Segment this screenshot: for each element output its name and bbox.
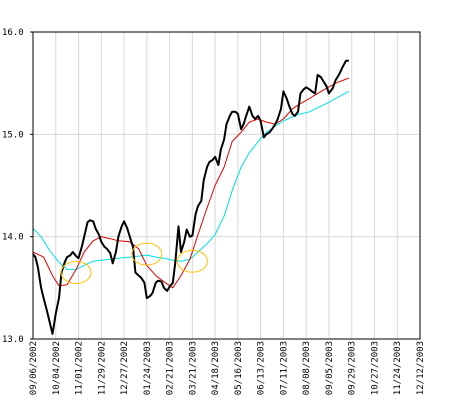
x-axis-labels: 09/06/2002 10/04/2002 11/01/2002 11/29/2002… xyxy=(29,341,426,395)
highlight-ellipse xyxy=(176,249,208,273)
x-tick-label: 12/12/2003 xyxy=(416,341,426,395)
x-tick-label: 09/06/2002 xyxy=(29,341,39,395)
x-tick-label: 06/13/2003 xyxy=(257,341,267,395)
highlight-ellipse xyxy=(60,260,92,284)
axes-frame xyxy=(30,31,421,340)
x-tick-label: 03/21/2003 xyxy=(188,341,198,395)
y-axis-labels: 13.0 14.0 15.0 16.0 xyxy=(2,28,24,345)
grid xyxy=(32,31,421,340)
y-tick-label: 13.0 xyxy=(2,335,24,345)
x-tick-label: 10/27/2003 xyxy=(370,341,380,395)
ma-long-series-line xyxy=(32,90,350,270)
x-tick-label: 01/24/2003 xyxy=(143,341,153,395)
x-tick-label: 09/29/2003 xyxy=(348,341,358,395)
ma-short-series-line xyxy=(32,77,350,289)
highlight-ellipse xyxy=(131,242,163,266)
annotations xyxy=(60,242,208,284)
x-tick-label: 08/08/2003 xyxy=(302,341,312,395)
x-tick-label: 11/24/2003 xyxy=(393,341,403,395)
y-tick-label: 14.0 xyxy=(2,233,24,243)
x-tick-label: 04/18/2003 xyxy=(211,341,221,395)
y-tick-label: 16.0 xyxy=(2,28,24,38)
x-tick-label: 09/05/2003 xyxy=(325,341,335,395)
price-series-line xyxy=(32,59,349,335)
x-tick-label: 07/11/2003 xyxy=(279,341,289,395)
x-tick-label: 05/16/2003 xyxy=(234,341,244,395)
x-tick-label: 02/21/2003 xyxy=(166,341,176,395)
x-tick-label: 11/01/2002 xyxy=(75,341,85,395)
x-tick-label: 12/27/2002 xyxy=(120,341,130,395)
y-tick-label: 15.0 xyxy=(2,130,24,140)
plot-area xyxy=(32,59,350,335)
x-tick-label: 11/29/2002 xyxy=(97,341,107,395)
plot-border xyxy=(32,31,421,340)
x-tick-label: 10/04/2002 xyxy=(52,341,62,395)
